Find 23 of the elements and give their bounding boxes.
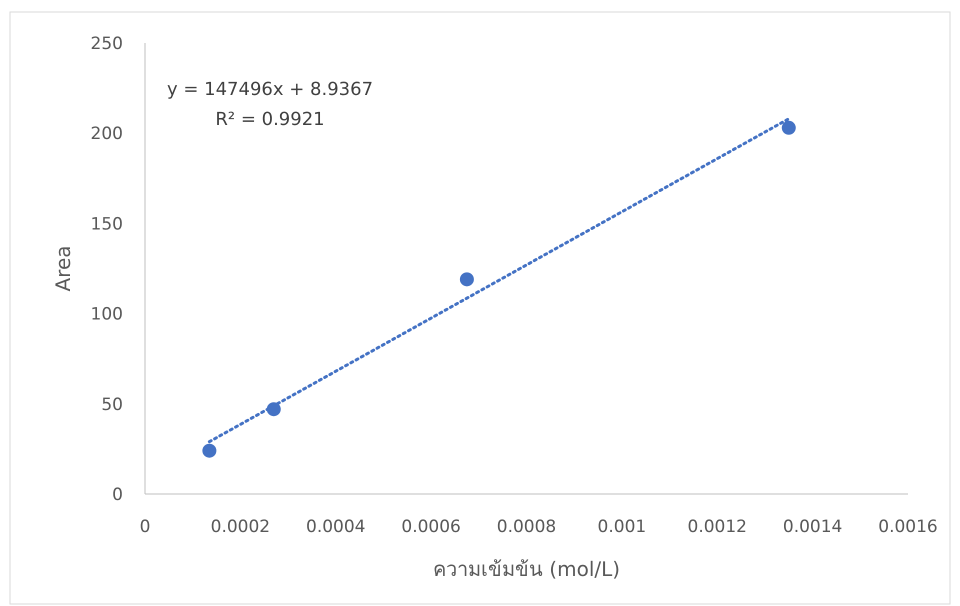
- annotation: y = 147496x + 8.9367: [166, 79, 374, 100]
- x-tick-label: 0.0016: [878, 517, 938, 537]
- x-tick-label: 0.0008: [496, 517, 556, 537]
- point: [202, 444, 216, 458]
- x-tick-label: 0.0002: [210, 517, 270, 537]
- point: [460, 272, 474, 286]
- y-tick-label: 250: [90, 34, 123, 54]
- y-tick-label: 0: [112, 485, 123, 505]
- point: [266, 402, 281, 416]
- x-tick-label: 0.0012: [688, 517, 747, 537]
- y-tick-label: 200: [90, 124, 123, 144]
- x-tick-label: 0: [140, 517, 150, 537]
- point: [782, 120, 796, 135]
- y-tick-label: 150: [90, 214, 123, 234]
- y-tick-label: 100: [90, 304, 123, 325]
- annotation: R² = 0.9921: [215, 109, 325, 130]
- y-tick-label: 50: [101, 394, 123, 415]
- x-tick-label: 0.0006: [401, 517, 461, 537]
- x-axis-title: ความเข้มข้น (mol/L): [432, 557, 620, 581]
- x-tick-label: 0.001: [598, 517, 646, 537]
- x-tick-label: 0.0004: [306, 517, 366, 537]
- x-tick-label: 0.0014: [782, 517, 842, 537]
- y-axis-title: Area: [51, 245, 75, 292]
